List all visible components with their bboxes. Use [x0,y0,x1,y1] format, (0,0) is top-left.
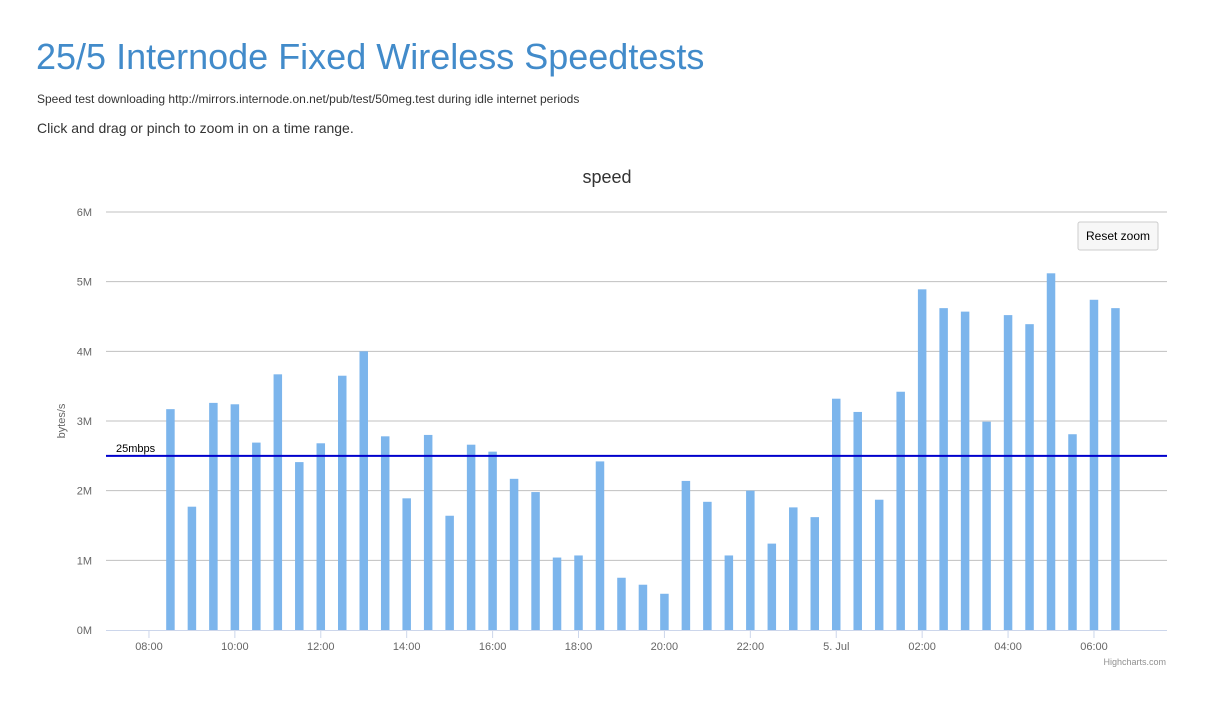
speed-bar[interactable] [1111,308,1120,630]
speed-bar[interactable] [273,374,283,630]
speed-bar[interactable] [810,517,820,630]
speed-bar[interactable] [509,478,519,630]
speed-bar[interactable] [1046,273,1056,630]
speed-bar[interactable] [1089,299,1099,630]
speed-bar[interactable] [488,451,497,630]
speed-bar[interactable] [316,443,326,630]
y-axis-title: bytes/s [56,403,68,438]
speed-bar[interactable] [466,444,476,630]
y-tick-label: 3M [77,416,92,428]
y-tick-label: 2M [77,486,92,498]
speed-bar[interactable] [531,492,540,630]
speed-bar[interactable] [574,555,583,630]
speed-bar[interactable] [960,311,970,630]
y-axis-ticks: 0M 1M 2M 3M 4M 5M 6M [77,207,92,637]
y-tick-label: 6M [77,207,92,219]
speed-bar[interactable] [359,351,368,630]
x-tick-label: 04:00 [994,641,1022,653]
page-title: 25/5 Internode Fixed Wireless Speedtests [36,36,705,77]
speed-bar[interactable] [917,289,927,630]
speed-bar[interactable] [982,421,991,630]
speed-bar[interactable] [552,557,562,630]
y-tick-label: 0M [77,625,92,637]
x-tick-label: 10:00 [221,641,249,653]
speed-bar[interactable] [1068,434,1077,630]
highcharts-credits[interactable]: Highcharts.com [1103,657,1166,667]
speed-bar[interactable] [380,436,390,630]
x-tick-label: 5. Jul [823,641,849,653]
y-tick-label: 1M [77,555,92,567]
page-subtitle: Speed test downloading http://mirrors.in… [37,92,580,106]
x-tick-label: 20:00 [651,641,679,653]
x-tick-label: 08:00 [135,641,163,653]
speed-bar[interactable] [445,515,454,630]
speed-bar[interactable] [746,490,755,630]
speed-bar[interactable] [209,402,218,630]
x-tick-label: 06:00 [1080,641,1108,653]
speed-bar[interactable] [874,499,884,630]
bar-series[interactable] [166,273,1120,630]
speed-bar[interactable] [638,584,648,630]
speed-bar[interactable] [660,593,669,630]
speed-bar[interactable] [789,507,798,630]
reset-zoom-button[interactable]: Reset zoom [1077,221,1159,251]
speed-bar[interactable] [402,498,411,630]
speed-bar[interactable] [1025,324,1034,630]
threshold-line-group: 25mbps [106,443,1167,457]
speed-bar[interactable] [295,462,304,630]
speed-bar[interactable] [617,577,626,630]
zoom-instructions: Click and drag or pinch to zoom in on a … [37,120,354,136]
y-tick-label: 5M [77,277,92,289]
x-tick-label: 14:00 [393,641,421,653]
speed-bar[interactable] [338,375,347,630]
speed-bar[interactable] [831,398,841,630]
reset-zoom-label: Reset zoom [1086,229,1150,243]
x-tick-label: 18:00 [565,641,593,653]
speed-bar[interactable] [595,461,605,630]
x-axis-ticks: 08:00 10:00 12:00 14:00 16:00 18:00 20:00 22:00… [135,630,1108,653]
speed-bar[interactable] [896,391,905,630]
speed-bar[interactable] [767,543,777,630]
speed-bar[interactable] [230,404,240,630]
speed-bar[interactable] [724,555,734,630]
y-tick-label: 4M [77,346,92,358]
speed-bar[interactable] [423,434,433,630]
speed-bar[interactable] [939,308,948,630]
speed-bar[interactable] [703,501,712,630]
x-tick-label: 16:00 [479,641,507,653]
speed-bar[interactable] [853,411,862,630]
x-tick-label: 02:00 [908,641,936,653]
speed-bar[interactable] [1003,315,1013,630]
speed-chart[interactable]: speed 0M 1M 2M 3M 4M 5M 6M 25mbps 08:00 10:00 12… [0,150,1220,680]
threshold-label: 25mbps [116,443,156,455]
speed-bar[interactable] [166,409,175,630]
speed-bar[interactable] [252,442,261,630]
chart-title: speed [582,167,631,187]
x-tick-label: 22:00 [737,641,765,653]
speed-bar[interactable] [187,506,197,630]
x-tick-label: 12:00 [307,641,335,653]
speed-bar[interactable] [681,480,691,630]
